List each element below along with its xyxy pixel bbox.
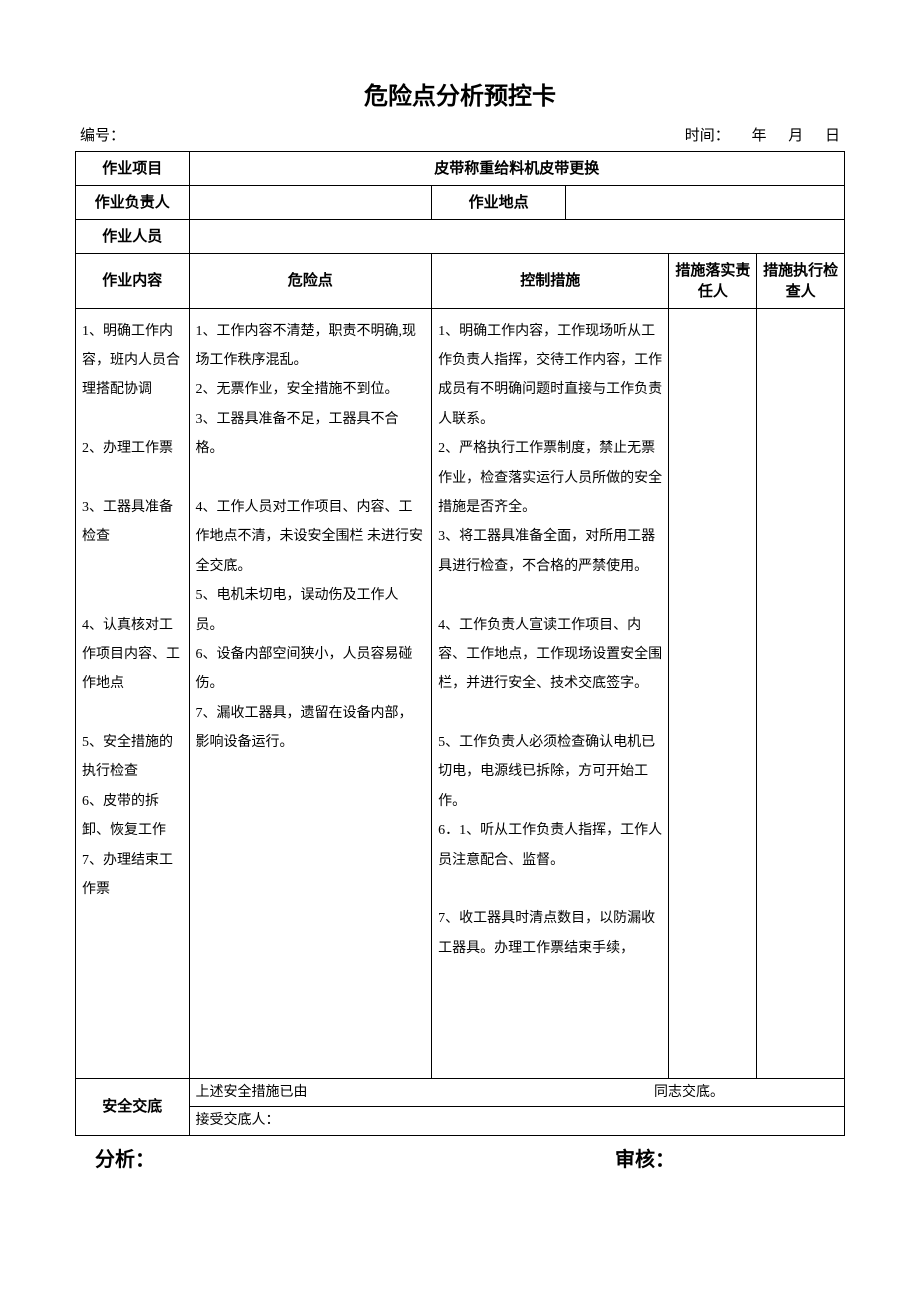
cell-responsible xyxy=(669,308,757,1078)
label-safety: 安全交底 xyxy=(76,1078,190,1135)
row-safety-2: 接受交底人： xyxy=(76,1107,845,1136)
cell-control: 1、明确工作内容，工作现场听从工作负责人指挥，交待工作内容，工作成员有不明确问题… xyxy=(432,308,669,1078)
hdr-responsible: 措施落实责任人 xyxy=(669,253,757,308)
cell-inspector xyxy=(757,308,845,1078)
id-label: 编号： xyxy=(80,126,125,147)
label-staff: 作业人员 xyxy=(76,219,190,253)
footer-review: 审核： xyxy=(615,1146,675,1174)
cell-work-content: 1、明确工作内容，班内人员合理搭配协调 2、办理工作票 3、工器具准备检查 4、… xyxy=(76,308,190,1078)
hdr-control: 控制措施 xyxy=(432,253,669,308)
footer-row: 分析： 审核： xyxy=(75,1136,845,1174)
row-leader: 作业负责人 作业地点 xyxy=(76,185,845,219)
value-location xyxy=(566,185,845,219)
label-location: 作业地点 xyxy=(432,185,566,219)
label-project: 作业项目 xyxy=(76,151,190,185)
safety-line-2: 接受交底人： xyxy=(189,1107,844,1136)
safety-left: 上述安全措施已由 xyxy=(196,1085,308,1100)
day-unit: 日 xyxy=(825,128,840,144)
value-staff xyxy=(189,219,844,253)
value-leader xyxy=(189,185,432,219)
row-headers: 作业内容 危险点 控制措施 措施落实责任人 措施执行检查人 xyxy=(76,253,845,308)
hdr-risk: 危险点 xyxy=(189,253,432,308)
row-safety-1: 安全交底 上述安全措施已由 同志交底。 xyxy=(76,1078,845,1107)
year-unit: 年 xyxy=(751,128,766,144)
safety-right: 同志交底。 xyxy=(654,1083,724,1103)
time-prefix: 时间： xyxy=(685,128,730,144)
footer-analysis: 分析： xyxy=(95,1146,155,1174)
value-project: 皮带称重给料机皮带更换 xyxy=(189,151,844,185)
page-title: 危险点分析预控卡 xyxy=(75,80,845,114)
safety-line-1: 上述安全措施已由 同志交底。 xyxy=(189,1078,844,1107)
cell-risk: 1、工作内容不清楚，职责不明确,现场工作秩序混乱。 2、无票作业，安全措施不到位… xyxy=(189,308,432,1078)
time-label: 时间： 年 月 日 xyxy=(667,126,840,147)
label-leader: 作业负责人 xyxy=(76,185,190,219)
hdr-inspector: 措施执行检查人 xyxy=(757,253,845,308)
row-body: 1、明确工作内容，班内人员合理搭配协调 2、办理工作票 3、工器具准备检查 4、… xyxy=(76,308,845,1078)
main-table: 作业项目 皮带称重给料机皮带更换 作业负责人 作业地点 作业人员 作业内容 危险… xyxy=(75,151,845,1136)
row-staff: 作业人员 xyxy=(76,219,845,253)
hdr-work-content: 作业内容 xyxy=(76,253,190,308)
row-project: 作业项目 皮带称重给料机皮带更换 xyxy=(76,151,845,185)
month-unit: 月 xyxy=(788,128,803,144)
meta-row: 编号： 时间： 年 月 日 xyxy=(75,126,845,151)
